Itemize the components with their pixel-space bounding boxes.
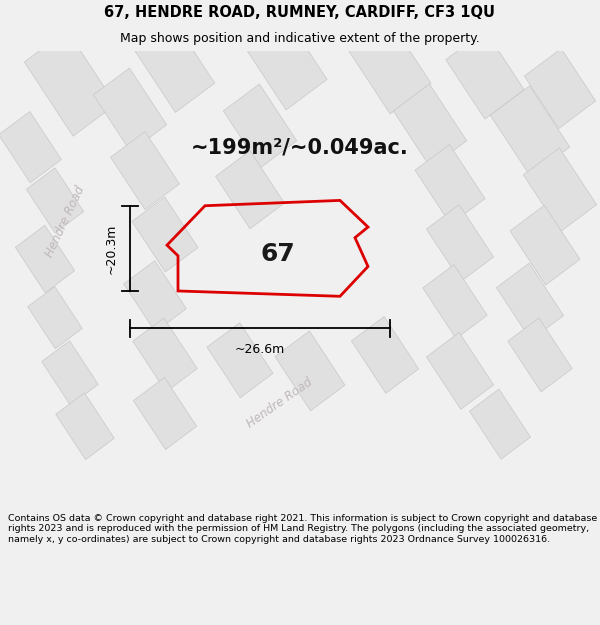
Text: Contains OS data © Crown copyright and database right 2021. This information is : Contains OS data © Crown copyright and d…	[8, 514, 597, 544]
Polygon shape	[496, 263, 563, 340]
Polygon shape	[275, 331, 345, 411]
Polygon shape	[133, 378, 197, 449]
Text: 67: 67	[260, 242, 295, 266]
Text: Hendre Road: Hendre Road	[43, 184, 87, 259]
Polygon shape	[349, 21, 431, 114]
Polygon shape	[469, 389, 530, 459]
Polygon shape	[207, 322, 273, 398]
Polygon shape	[427, 332, 494, 409]
Polygon shape	[394, 84, 467, 168]
Polygon shape	[25, 30, 116, 136]
Polygon shape	[94, 68, 167, 152]
Polygon shape	[110, 131, 179, 209]
Text: Hendre Road: Hendre Road	[245, 376, 316, 430]
Polygon shape	[135, 22, 215, 112]
Polygon shape	[352, 316, 419, 393]
Polygon shape	[415, 144, 485, 224]
Polygon shape	[243, 14, 327, 110]
Text: Map shows position and indicative extent of the property.: Map shows position and indicative extent…	[120, 32, 480, 45]
Polygon shape	[423, 265, 487, 339]
Text: ~199m²/~0.049ac.: ~199m²/~0.049ac.	[191, 137, 409, 157]
Polygon shape	[16, 226, 74, 292]
Polygon shape	[133, 318, 197, 392]
Polygon shape	[490, 86, 570, 176]
Polygon shape	[446, 31, 524, 119]
Polygon shape	[124, 261, 187, 332]
Polygon shape	[0, 111, 61, 182]
Polygon shape	[427, 204, 494, 281]
Polygon shape	[524, 49, 596, 129]
Polygon shape	[28, 287, 82, 349]
Polygon shape	[42, 341, 98, 405]
Text: 67, HENDRE ROAD, RUMNEY, CARDIFF, CF3 1QU: 67, HENDRE ROAD, RUMNEY, CARDIFF, CF3 1Q…	[104, 5, 496, 20]
Polygon shape	[508, 318, 572, 392]
Polygon shape	[523, 148, 596, 231]
Polygon shape	[223, 84, 296, 168]
Polygon shape	[56, 393, 114, 459]
Text: ~26.6m: ~26.6m	[235, 343, 285, 356]
Polygon shape	[510, 205, 580, 285]
Polygon shape	[215, 151, 284, 229]
Polygon shape	[132, 197, 198, 272]
Polygon shape	[26, 168, 83, 233]
Text: ~20.3m: ~20.3m	[105, 223, 118, 274]
